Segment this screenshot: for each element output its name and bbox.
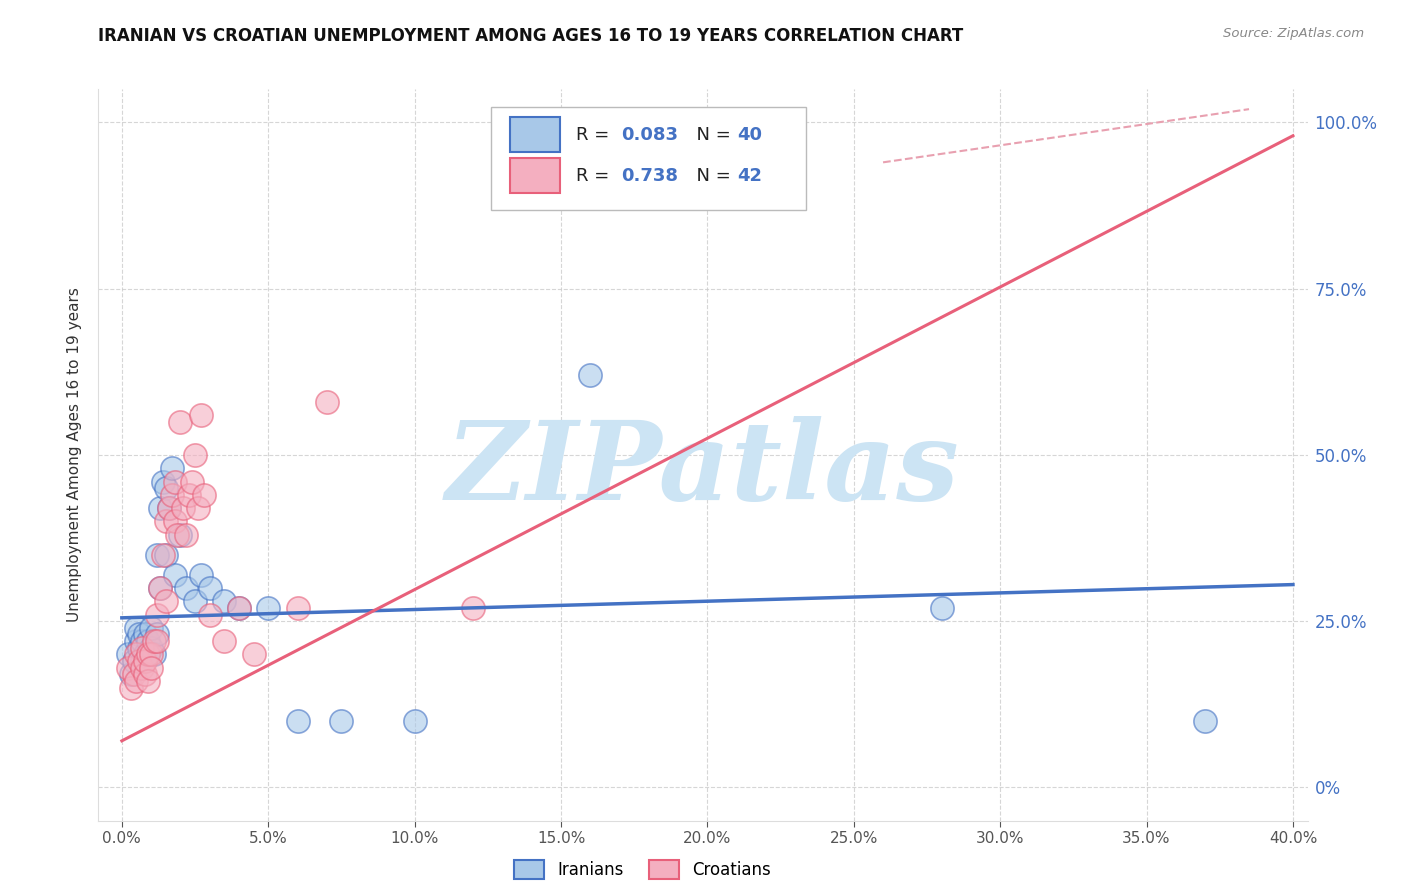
Point xyxy=(149,501,172,516)
Point xyxy=(134,648,156,662)
Text: N =: N = xyxy=(685,126,737,144)
Point xyxy=(187,501,209,516)
Point xyxy=(242,648,264,662)
Point xyxy=(155,515,177,529)
Point xyxy=(157,501,180,516)
Point xyxy=(463,600,485,615)
Point xyxy=(404,714,426,728)
Point xyxy=(149,581,172,595)
Point xyxy=(330,714,353,728)
Y-axis label: Unemployment Among Ages 16 to 19 years: Unemployment Among Ages 16 to 19 years xyxy=(67,287,83,623)
Point xyxy=(163,475,186,489)
FancyBboxPatch shape xyxy=(492,108,806,210)
Text: R =: R = xyxy=(576,167,614,185)
Point xyxy=(139,648,162,662)
Point xyxy=(228,600,250,615)
Point xyxy=(184,448,207,462)
Text: Source: ZipAtlas.com: Source: ZipAtlas.com xyxy=(1223,27,1364,40)
Point xyxy=(149,581,172,595)
Point xyxy=(193,488,215,502)
Point xyxy=(146,627,169,641)
Point xyxy=(131,640,153,655)
Text: 42: 42 xyxy=(737,167,762,185)
Point xyxy=(139,640,162,655)
Point xyxy=(117,661,139,675)
Point xyxy=(172,501,194,516)
Point xyxy=(257,600,280,615)
Point xyxy=(214,594,236,608)
Point xyxy=(122,667,145,681)
Point xyxy=(143,648,166,662)
Point xyxy=(174,581,197,595)
Point xyxy=(166,527,188,541)
FancyBboxPatch shape xyxy=(509,117,561,153)
Point xyxy=(198,581,221,595)
Point xyxy=(198,607,221,622)
Text: R =: R = xyxy=(576,126,614,144)
Point xyxy=(184,594,207,608)
Point xyxy=(146,607,169,622)
Point xyxy=(122,654,145,668)
Point xyxy=(120,667,142,681)
Point xyxy=(131,634,153,648)
Point xyxy=(125,648,148,662)
Legend: Iranians, Croatians: Iranians, Croatians xyxy=(508,853,778,886)
Point xyxy=(287,600,309,615)
Point xyxy=(155,594,177,608)
Point xyxy=(125,634,148,648)
Point xyxy=(160,461,183,475)
Point xyxy=(179,488,201,502)
Point xyxy=(1194,714,1216,728)
Point xyxy=(117,648,139,662)
Point xyxy=(155,481,177,495)
Point xyxy=(143,634,166,648)
Point xyxy=(169,527,191,541)
Point xyxy=(228,600,250,615)
Point xyxy=(190,408,212,422)
Point xyxy=(931,600,953,615)
Point xyxy=(134,667,156,681)
Point xyxy=(136,634,159,648)
Point xyxy=(136,648,159,662)
Point xyxy=(131,661,153,675)
Point xyxy=(134,654,156,668)
Point xyxy=(125,673,148,688)
FancyBboxPatch shape xyxy=(509,158,561,193)
Point xyxy=(160,488,183,502)
Point xyxy=(315,394,337,409)
Point xyxy=(287,714,309,728)
Point xyxy=(190,567,212,582)
Point xyxy=(155,548,177,562)
Point xyxy=(152,475,174,489)
Point xyxy=(163,567,186,582)
Point xyxy=(134,627,156,641)
Point xyxy=(181,475,204,489)
Point xyxy=(120,681,142,695)
Point xyxy=(146,634,169,648)
Point xyxy=(128,654,150,668)
Point xyxy=(139,621,162,635)
Point xyxy=(152,548,174,562)
Point xyxy=(174,527,197,541)
Point xyxy=(139,661,162,675)
Point xyxy=(214,634,236,648)
Point xyxy=(169,415,191,429)
Text: 0.738: 0.738 xyxy=(621,167,678,185)
Point xyxy=(163,515,186,529)
Point xyxy=(136,648,159,662)
Text: N =: N = xyxy=(685,167,737,185)
Point xyxy=(128,627,150,641)
Text: 40: 40 xyxy=(737,126,762,144)
Point xyxy=(157,501,180,516)
Point xyxy=(136,673,159,688)
Text: ZIPatlas: ZIPatlas xyxy=(446,416,960,524)
Point xyxy=(131,654,153,668)
Point xyxy=(146,548,169,562)
Text: IRANIAN VS CROATIAN UNEMPLOYMENT AMONG AGES 16 TO 19 YEARS CORRELATION CHART: IRANIAN VS CROATIAN UNEMPLOYMENT AMONG A… xyxy=(98,27,963,45)
Point xyxy=(125,621,148,635)
Text: 0.083: 0.083 xyxy=(621,126,678,144)
Point xyxy=(579,368,602,383)
Point xyxy=(128,640,150,655)
